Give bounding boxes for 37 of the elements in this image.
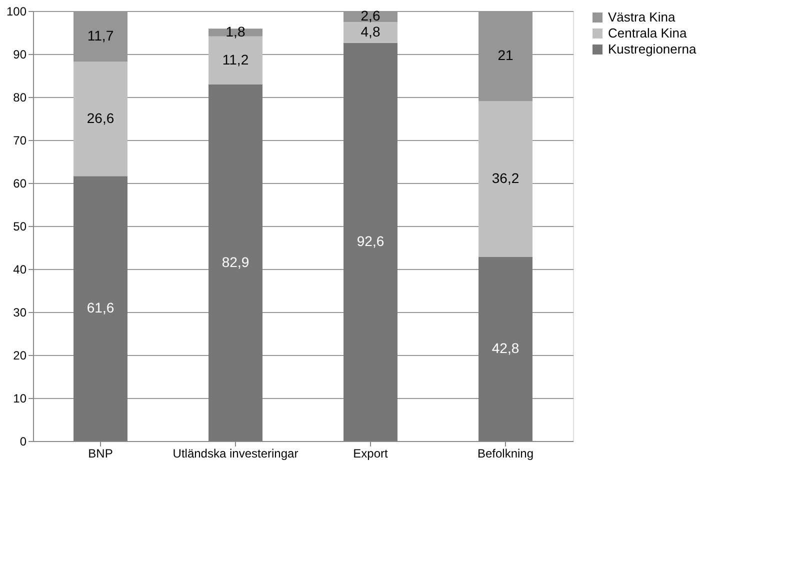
data-label: 1,8: [226, 24, 246, 40]
bar: [74, 176, 128, 441]
y-tick-label: 0: [20, 434, 27, 448]
data-label: 11,2: [222, 51, 249, 68]
data-label: 11,7: [87, 28, 114, 44]
y-tick-label: 10: [13, 392, 27, 406]
bar: [344, 42, 398, 441]
data-label: 36,2: [492, 170, 520, 186]
y-tick-label: 30: [13, 306, 27, 320]
data-label: 82,9: [222, 254, 250, 270]
y-tick-label: 80: [13, 90, 27, 104]
legend-label: Västra Kina: [608, 10, 676, 24]
x-tick-label: Utländska investeringar: [172, 446, 298, 460]
data-label: 2,6: [360, 8, 380, 24]
data-label: 42,8: [492, 340, 520, 356]
data-label: 61,6: [86, 300, 114, 316]
y-tick-label: 60: [13, 176, 27, 190]
x-tick-label: Export: [353, 446, 389, 460]
bar: [344, 22, 398, 43]
legend-label: Centrala Kina: [608, 26, 688, 40]
data-label: 21: [498, 47, 514, 64]
x-tick-label: BNP: [88, 446, 113, 460]
data-label: 92,6: [356, 232, 384, 249]
y-tick-label: 20: [13, 348, 27, 362]
y-tick-label: 50: [13, 220, 27, 234]
bar: [208, 84, 262, 441]
data-label: 4,8: [360, 24, 380, 40]
y-tick-label: 100: [6, 4, 27, 18]
x-tick-label: Befolkning: [477, 446, 534, 460]
y-tick-label: 40: [13, 262, 27, 276]
bar: [478, 101, 532, 257]
bar: [74, 62, 128, 176]
y-tick-label: 90: [13, 48, 27, 62]
data-label: 26,6: [86, 110, 114, 126]
bar: [478, 256, 532, 441]
legend-label: Kustregionerna: [608, 42, 697, 56]
y-tick-label: 70: [13, 134, 27, 148]
